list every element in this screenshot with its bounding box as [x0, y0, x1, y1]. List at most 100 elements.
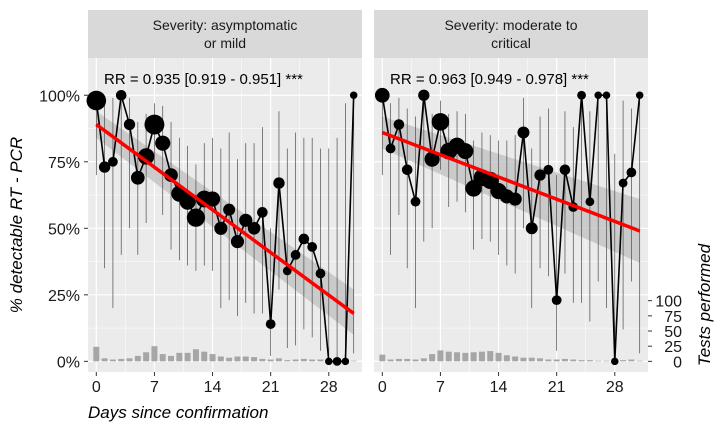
tests-bar: [93, 346, 100, 362]
tests-bar: [487, 351, 494, 362]
tests-bar: [553, 359, 560, 362]
strip-label-line2: or mild: [204, 35, 246, 51]
y-left-tick-label: 0%: [57, 354, 80, 371]
proportion-point: [341, 357, 350, 366]
tests-bar: [545, 359, 552, 362]
tests-bar: [620, 360, 627, 362]
x-tick-label: 0: [378, 379, 387, 396]
proportion-point: [618, 178, 628, 188]
tests-bar: [462, 352, 469, 362]
proportion-point: [517, 126, 530, 139]
tests-bar: [284, 360, 291, 362]
proportion-point: [577, 90, 586, 100]
tests-bar: [537, 358, 544, 362]
proportion-point: [374, 87, 390, 103]
proportion-point: [98, 161, 111, 173]
y-right-tick-label: 0: [673, 354, 682, 371]
proportion-point: [265, 319, 276, 329]
tests-bar: [454, 352, 461, 362]
proportion-point: [594, 91, 602, 100]
y-axis-right-label: Tests performed: [695, 243, 714, 366]
proportion-point: [257, 207, 268, 218]
tests-bar: [470, 352, 477, 362]
tests-bar: [234, 356, 241, 362]
strip-label-line2: critical: [491, 35, 531, 51]
proportion-point: [551, 295, 562, 306]
axes-group: 0 7 14 21 28 0 7 14 21 280%25%50%75%100%025507510…: [39, 88, 682, 396]
proportion-point: [247, 222, 261, 235]
proportion-point: [349, 91, 358, 100]
proportion-point: [508, 192, 522, 206]
strip-label-line1: Severity: moderate to: [444, 17, 577, 33]
proportion-point: [179, 193, 196, 210]
proportion-point: [298, 233, 310, 245]
trend-line: [95, 123, 355, 315]
tests-bar: [512, 356, 519, 362]
x-tick-label: 14: [490, 379, 508, 396]
tests-bars: [93, 346, 357, 362]
y-left-tick-label: 25%: [48, 288, 80, 305]
proportion-point: [525, 222, 538, 235]
proportion-point: [424, 151, 440, 167]
x-tick-label: 28: [320, 379, 338, 396]
x-axis-panel-1: 0 7 14 21 28: [92, 372, 338, 396]
y-axis-left-label: % detectable RT - PCR: [7, 137, 26, 313]
proportion-point: [401, 164, 413, 176]
proportion-point: [137, 148, 155, 165]
y-right-tick-label: 25: [664, 339, 682, 356]
tests-bar: [437, 350, 444, 362]
proportion-point: [315, 268, 326, 279]
x-tick-label: 21: [548, 379, 566, 396]
tests-bar: [168, 355, 175, 362]
panels-group: Severity: asymptomatic or mild RR = 0.935 …: [86, 10, 648, 372]
x-tick-label: 14: [204, 379, 222, 396]
proportion-point: [543, 164, 554, 175]
y-left-tick-label: 100%: [39, 88, 80, 105]
x-tick-label: 28: [606, 379, 624, 396]
proportion-points: [374, 87, 644, 366]
tests-bar: [495, 352, 502, 362]
tests-bar: [404, 358, 411, 362]
proportion-point: [325, 357, 333, 366]
proportion-point: [239, 213, 253, 227]
tests-bar: [395, 358, 402, 362]
tests-bar: [143, 352, 150, 362]
tests-bar: [478, 351, 485, 362]
proportion-point: [115, 89, 127, 101]
tests-bar: [184, 352, 191, 362]
tests-bar: [595, 360, 602, 362]
proportion-point: [273, 177, 285, 189]
y-right-tick-label: 100: [655, 294, 682, 311]
tests-bar: [101, 358, 108, 362]
x-tick-label: 7: [150, 379, 159, 396]
tests-bar: [242, 356, 249, 362]
tests-bar: [628, 359, 635, 362]
tests-bar: [126, 358, 133, 362]
tests-bar: [209, 354, 216, 362]
tests-bar: [412, 359, 419, 362]
y-left-tick-label: 75%: [48, 155, 80, 172]
proportion-point: [290, 250, 301, 260]
tests-bar: [217, 356, 224, 362]
tests-bar: [251, 357, 258, 362]
x-axis-label: Days since confirmation: [88, 403, 268, 422]
tests-bar: [201, 351, 208, 362]
proportion-point: [385, 143, 396, 154]
proportion-point: [214, 221, 228, 235]
tests-bar: [192, 349, 199, 362]
tests-bar: [159, 354, 166, 362]
trend-line: [381, 130, 641, 233]
panel-2: Severity: moderate to critical RR = 0.963 …: [374, 10, 648, 372]
y-left-tick-label: 50%: [48, 221, 80, 238]
rr-annotation: RR = 0.963 [0.949 - 0.978] ***: [390, 71, 589, 88]
x-tick-label: 21: [262, 379, 280, 396]
tests-bar: [300, 358, 307, 362]
strip-background: [88, 10, 362, 58]
proportion-point: [204, 191, 221, 207]
tests-bar: [118, 358, 125, 362]
x-tick-label: 0: [92, 379, 101, 396]
tests-bar: [176, 352, 183, 362]
proportion-point: [86, 90, 107, 111]
